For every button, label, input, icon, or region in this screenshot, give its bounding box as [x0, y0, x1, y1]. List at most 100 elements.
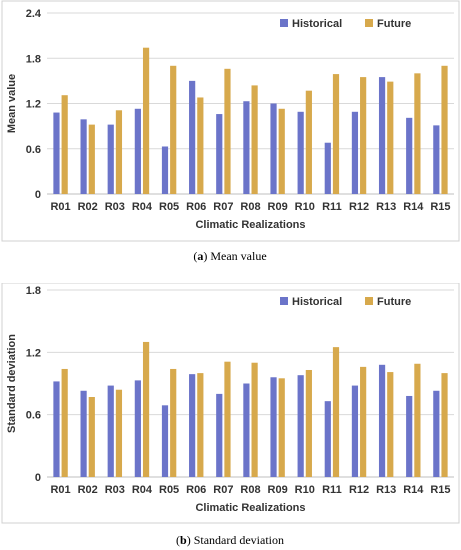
chart-frame	[1, 0, 460, 242]
y-tick-label: 1.2	[26, 347, 41, 359]
chart-frame	[1, 283, 460, 524]
bar-historical-r13	[378, 364, 386, 477]
x-tick-label: R05	[159, 484, 179, 496]
bar-future-r02	[88, 124, 95, 194]
y-tick-label: 0	[35, 189, 41, 201]
bar-future-r07	[224, 68, 231, 194]
legend-label-historical: Historical	[292, 18, 342, 30]
bar-historical-r07	[216, 114, 223, 194]
x-tick-label: R04	[132, 201, 153, 213]
x-tick-label: R04	[132, 484, 153, 496]
bar-historical-r09	[270, 103, 277, 194]
bar-historical-r05	[161, 405, 169, 477]
x-tick-label: R06	[186, 201, 206, 213]
x-tick-label: R12	[349, 484, 369, 496]
bar-historical-r11	[324, 401, 331, 477]
bar-future-r01	[61, 368, 68, 477]
bar-historical-r10	[297, 375, 304, 477]
bar-future-r04	[142, 47, 150, 194]
y-axis-title: Standard deviation	[6, 334, 18, 433]
bar-future-r12	[360, 77, 367, 194]
y-tick-label: 1.8	[26, 285, 41, 297]
bar-future-r11	[332, 74, 340, 194]
x-axis-title: Climatic Realizations	[195, 219, 305, 231]
bar-historical-r07	[216, 393, 223, 477]
x-tick-label: R03	[105, 201, 125, 213]
y-tick-label: 0	[35, 472, 41, 484]
figure-caption: (a) Mean value	[193, 249, 266, 263]
x-tick-label: R03	[105, 484, 125, 496]
x-tick-label: R01	[50, 484, 70, 496]
bar-future-r14	[414, 363, 421, 477]
bar-future-r01	[61, 95, 68, 194]
x-tick-label: R08	[240, 484, 260, 496]
bar-historical-r02	[80, 119, 87, 194]
y-tick-label: 2.4	[26, 8, 42, 20]
bar-future-r10	[305, 90, 312, 194]
x-tick-label: R07	[213, 201, 233, 213]
legend-label-future: Future	[377, 296, 411, 308]
bar-historical-r14	[406, 117, 413, 194]
bar-historical-r02	[80, 390, 87, 477]
figure-caption: (b) Standard deviation	[176, 533, 284, 547]
bar-historical-r03	[107, 385, 114, 477]
bar-historical-r01	[53, 112, 60, 194]
bar-future-r04	[142, 341, 150, 477]
legend-label-future: Future	[377, 18, 411, 30]
x-tick-label: R02	[78, 201, 98, 213]
bar-future-r03	[115, 110, 123, 194]
bar-historical-r15	[433, 125, 440, 194]
bar-future-r13	[387, 81, 394, 194]
bar-future-r09	[278, 108, 285, 194]
bar-historical-r06	[189, 80, 196, 194]
bar-historical-r11	[324, 142, 331, 194]
x-tick-label: R11	[322, 201, 342, 213]
x-tick-label: R10	[295, 201, 315, 213]
x-tick-label: R05	[159, 201, 179, 213]
bar-future-r11	[332, 347, 340, 477]
x-tick-label: R15	[430, 484, 450, 496]
bar-future-r05	[170, 368, 177, 477]
legend-label-historical: Historical	[292, 296, 342, 308]
bar-future-r09	[278, 378, 285, 477]
bar-future-r07	[224, 361, 231, 477]
y-tick-label: 1.2	[26, 99, 41, 111]
bar-historical-r03	[107, 124, 114, 194]
x-tick-label: R07	[213, 484, 233, 496]
bar-historical-r01	[53, 381, 60, 477]
x-tick-label: R09	[268, 201, 288, 213]
bar-future-r14	[414, 73, 421, 194]
bar-historical-r14	[406, 395, 413, 477]
bar-historical-r05	[161, 146, 169, 194]
bar-historical-r13	[378, 77, 386, 194]
x-tick-label: R15	[430, 201, 450, 213]
x-axis-title: Climatic Realizations	[195, 502, 305, 514]
x-tick-label: R13	[376, 484, 396, 496]
legend-swatch-historical	[280, 297, 288, 305]
x-tick-label: R13	[376, 201, 396, 213]
bar-future-r03	[115, 389, 123, 477]
bar-historical-r06	[189, 374, 196, 477]
x-tick-label: R10	[295, 484, 315, 496]
y-tick-label: 0.6	[26, 144, 41, 156]
bar-historical-r04	[134, 380, 141, 477]
x-tick-label: R11	[322, 484, 342, 496]
bar-historical-r08	[243, 383, 250, 477]
x-tick-label: R08	[240, 201, 260, 213]
x-tick-label: R02	[78, 484, 98, 496]
legend-swatch-future	[365, 297, 373, 305]
bar-future-r15	[441, 65, 448, 195]
legend-swatch-future	[365, 19, 373, 27]
bar-future-r05	[170, 65, 177, 195]
bar-historical-r10	[297, 111, 304, 194]
x-tick-label: R14	[403, 201, 424, 213]
y-axis-title: Mean value	[6, 74, 18, 133]
bar-historical-r09	[270, 377, 277, 477]
standard-deviation-chart: 0 0.6 1.2 1.8 R01 R02 R03 R04 R05 R06 R07 R08 R09 R10…	[1, 283, 460, 547]
bar-future-r08	[251, 85, 258, 194]
y-tick-label: 1.8	[26, 53, 41, 65]
bar-future-r13	[387, 372, 394, 477]
x-tick-label: R09	[268, 484, 288, 496]
legend-swatch-historical	[280, 19, 288, 27]
y-tick-label: 0.6	[26, 410, 41, 422]
